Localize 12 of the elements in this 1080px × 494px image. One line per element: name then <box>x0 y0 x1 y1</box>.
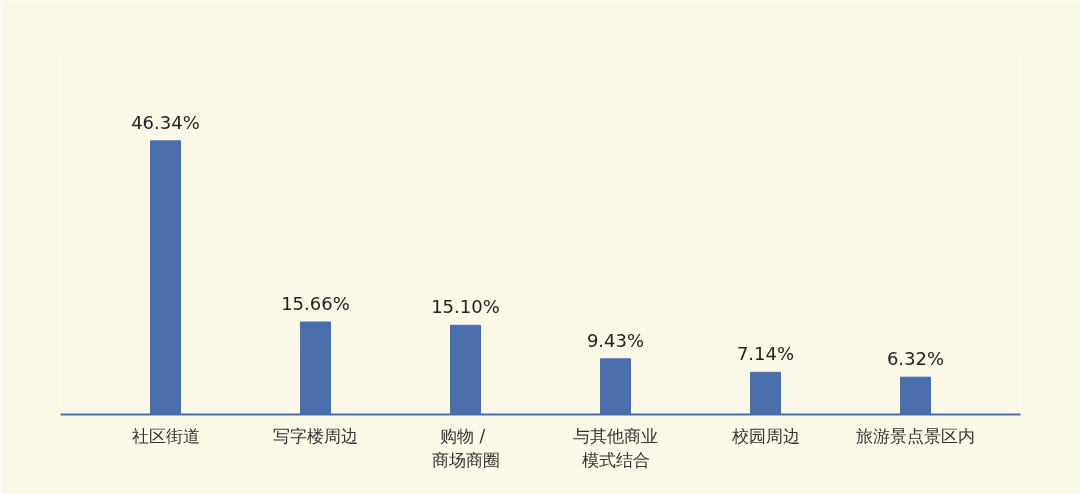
x-tick-label: 写字楼周边 <box>273 425 358 446</box>
data-label: 15.10% <box>431 296 500 318</box>
data-label: 6.32% <box>886 348 945 370</box>
data-label: 46.34% <box>131 111 200 133</box>
x-tick-label: 社区街道 <box>131 425 200 446</box>
data-label: 9.43% <box>586 329 645 351</box>
x-tick-label: 旅游景点景区内 <box>856 425 975 446</box>
data-label: 15.66% <box>281 293 350 315</box>
data-label: 7.14% <box>736 343 795 365</box>
x-tick-label: 购物 / 商场商圈 <box>431 425 500 470</box>
x-tick-label: 与其他商业模式结合 <box>573 425 658 470</box>
x-tick-label: 校园周边 <box>730 425 800 446</box>
